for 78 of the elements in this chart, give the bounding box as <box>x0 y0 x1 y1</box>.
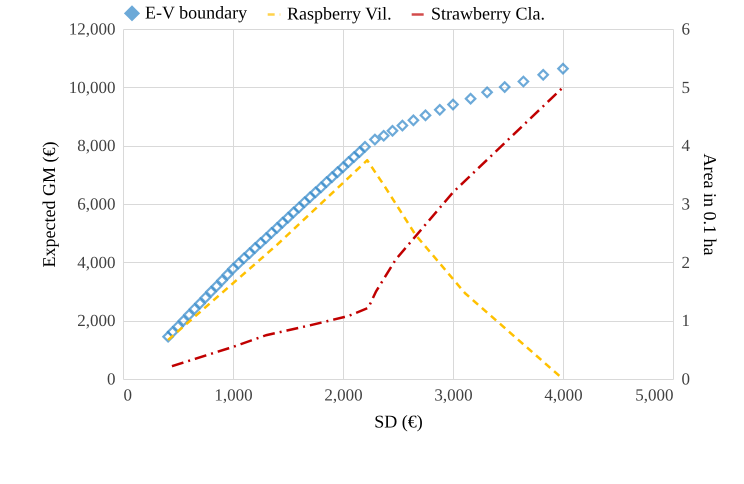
point <box>166 326 178 338</box>
y2-tick-label: 2 <box>682 252 690 272</box>
point <box>320 176 332 188</box>
point <box>178 314 190 327</box>
point <box>244 247 256 260</box>
point <box>200 292 212 304</box>
point <box>260 232 272 244</box>
point <box>537 68 550 81</box>
point <box>254 237 266 249</box>
point <box>227 262 239 275</box>
point <box>271 222 283 234</box>
x-axis-title: SD (€) <box>374 412 423 432</box>
point <box>434 104 446 116</box>
point <box>369 134 381 146</box>
point <box>326 171 338 184</box>
point <box>249 242 261 254</box>
x-tick-label: 5,000 <box>635 386 674 404</box>
point <box>332 166 344 178</box>
x-tick-label: 4,000 <box>544 386 583 404</box>
point <box>210 280 222 292</box>
point <box>216 274 228 286</box>
point <box>304 191 316 204</box>
point <box>172 320 184 332</box>
y2-tick-label: 5 <box>682 78 690 97</box>
y-tick-label: 12,000 <box>68 20 116 38</box>
point <box>232 258 244 270</box>
y-tick-label: 6,000 <box>77 194 116 214</box>
y-axis-title: Expected GM (€) <box>38 142 59 268</box>
point <box>282 212 294 224</box>
point <box>183 308 195 321</box>
legend-label: Raspberry Vil. <box>287 4 392 24</box>
point <box>378 130 390 142</box>
point <box>359 140 371 153</box>
point <box>464 92 476 105</box>
point <box>266 227 278 239</box>
y2-tick-label: 3 <box>682 194 690 214</box>
point <box>310 186 322 198</box>
point <box>188 303 200 315</box>
point <box>348 151 360 163</box>
x-tick-label: 0 <box>124 386 132 404</box>
point <box>557 62 569 75</box>
point <box>288 206 300 218</box>
y-tick-label: 0 <box>107 370 116 388</box>
point <box>315 182 327 194</box>
point <box>205 286 217 298</box>
y-tick-label: 10,000 <box>68 78 116 97</box>
point <box>481 86 493 98</box>
y2-tick-label: 4 <box>682 136 690 156</box>
point <box>408 114 420 126</box>
y-tick-label: 4,000 <box>77 252 116 272</box>
y2-tick-label: 1 <box>682 311 690 330</box>
point <box>222 268 234 280</box>
point <box>342 156 354 168</box>
y2-axis-title: Area in 0.1 ha <box>700 154 720 256</box>
legend-label: Strawberry Cla. <box>431 4 545 24</box>
point <box>447 98 459 110</box>
point <box>498 81 511 93</box>
line-series <box>170 86 564 368</box>
y-tick-label: 8,000 <box>77 136 116 156</box>
y2-tick-label: 0 <box>682 370 690 388</box>
legend-label: E-V boundary <box>145 2 248 22</box>
x-tick-label: 2,000 <box>324 386 363 404</box>
x-tick-label: 3,000 <box>434 386 473 404</box>
point <box>276 216 288 229</box>
y2-tick-label: 6 <box>682 20 690 38</box>
point <box>162 330 174 343</box>
point <box>337 161 349 174</box>
y-tick-label: 2,000 <box>77 311 116 330</box>
point <box>420 109 432 122</box>
point <box>298 196 310 208</box>
x-tick-label: 1,000 <box>214 386 253 404</box>
point <box>518 76 530 88</box>
point <box>293 202 305 214</box>
point <box>194 298 206 310</box>
point <box>386 124 398 137</box>
point <box>354 146 366 158</box>
point <box>238 252 250 264</box>
point <box>396 120 408 132</box>
